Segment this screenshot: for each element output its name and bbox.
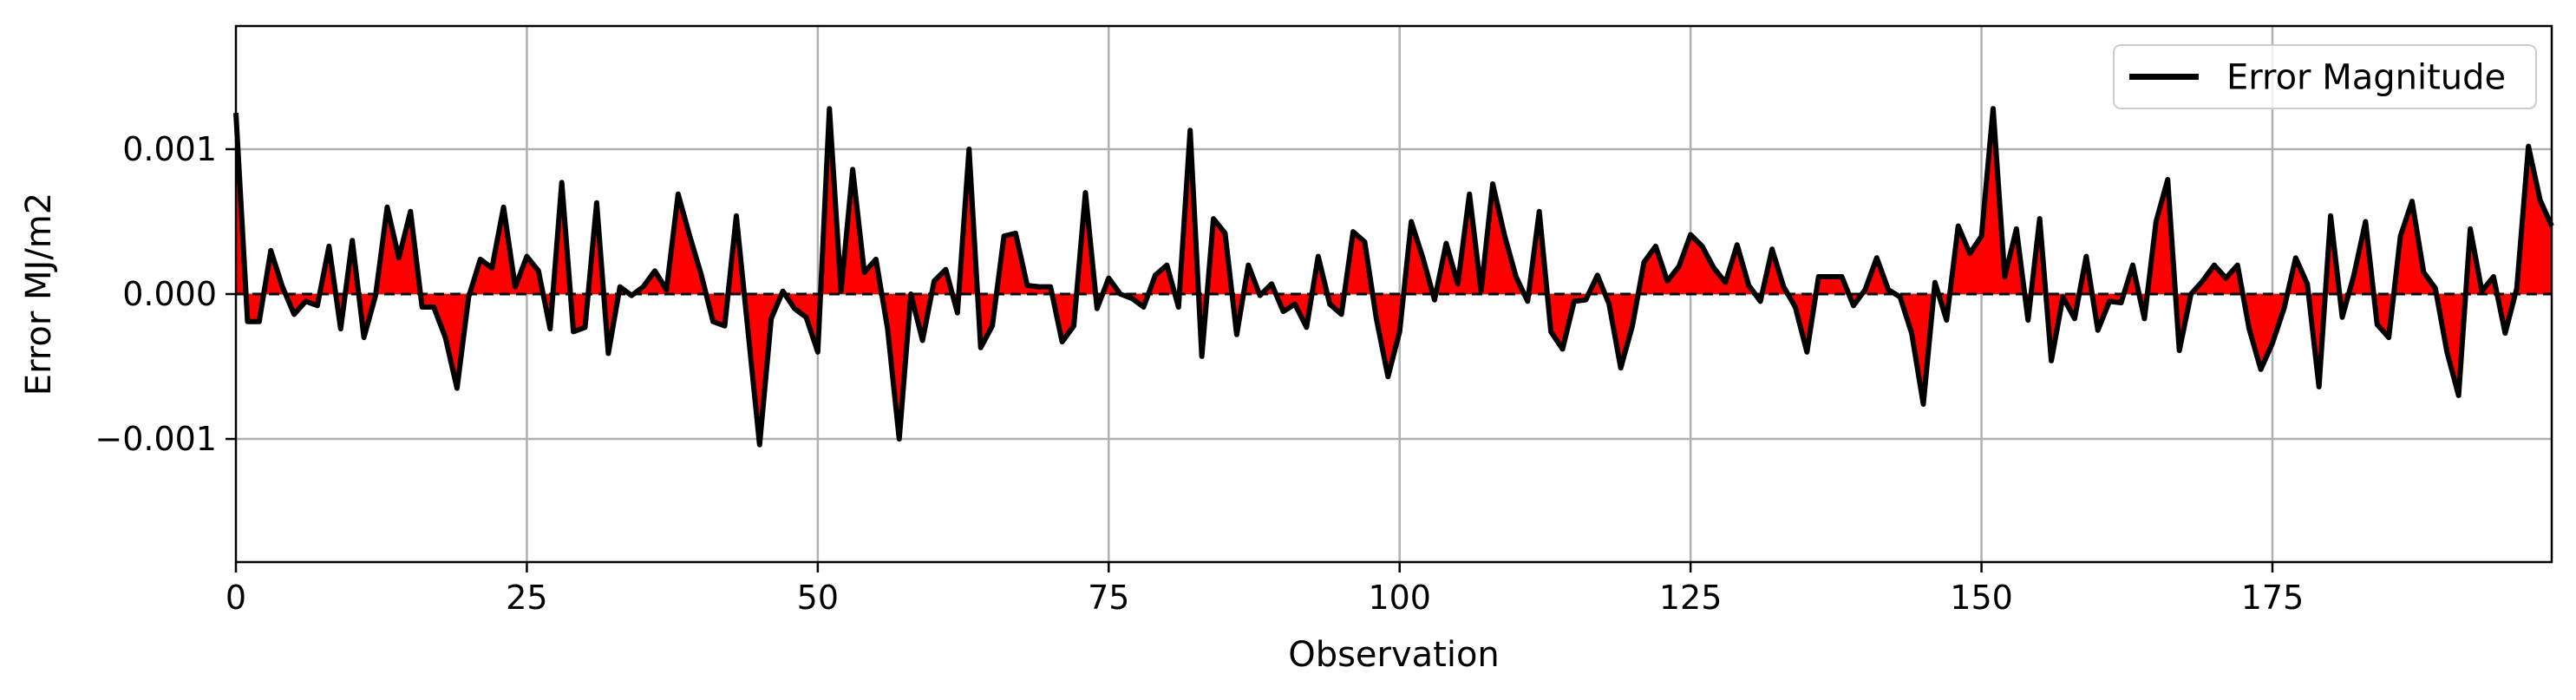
error-magnitude-line xyxy=(233,106,2554,448)
y-tick-label-0: −0.001 xyxy=(95,420,217,458)
legend: Error Magnitude xyxy=(2113,44,2537,109)
x-tick-label-175: 175 xyxy=(2241,579,2305,617)
axis-ticks: 0 25 50 75 100 125 150 175 −0.001 0.000 0.001 xyxy=(95,130,2304,617)
x-tick-label-50: 50 xyxy=(797,579,839,617)
legend-label-error-magnitude: Error Magnitude xyxy=(2226,58,2506,98)
x-tick-label-0: 0 xyxy=(226,579,246,617)
x-tick-label-75: 75 xyxy=(1088,579,1129,617)
x-axis-label: Observation xyxy=(1288,635,1500,675)
x-tick-label-100: 100 xyxy=(1368,579,1431,617)
x-tick-label-125: 125 xyxy=(1659,579,1723,617)
y-tick-label-2: 0.001 xyxy=(122,130,217,168)
y-axis-label: Error MJ/m2 xyxy=(19,193,59,396)
x-tick-label-150: 150 xyxy=(1950,579,2013,617)
error-series-line xyxy=(233,106,2554,448)
x-tick-label-25: 25 xyxy=(506,579,547,617)
legend-box xyxy=(2113,44,2537,109)
y-tick-label-1: 0.000 xyxy=(122,275,217,313)
